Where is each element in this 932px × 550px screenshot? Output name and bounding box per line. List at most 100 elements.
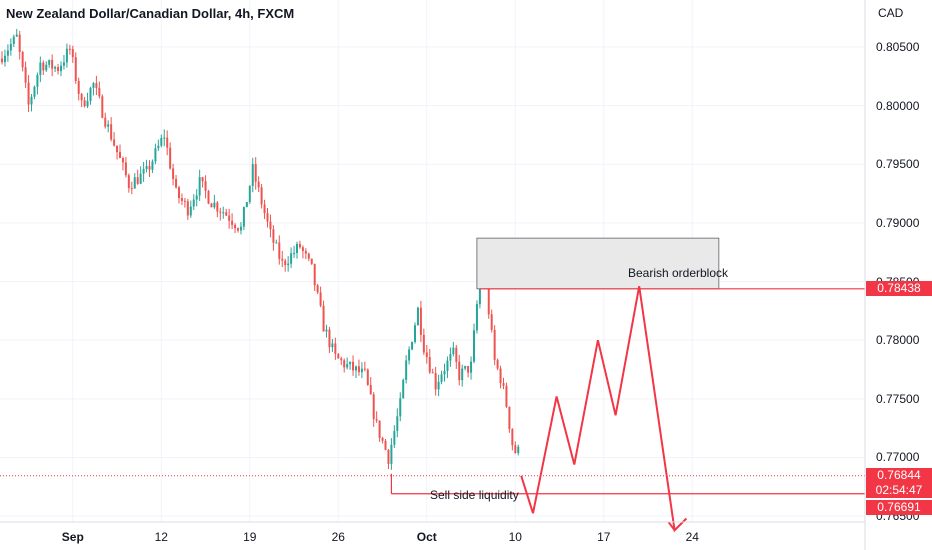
candle xyxy=(399,392,402,422)
candle xyxy=(33,85,36,100)
candle xyxy=(316,283,319,295)
candle xyxy=(290,247,293,269)
candle xyxy=(458,354,461,386)
candle xyxy=(363,361,366,372)
candle xyxy=(307,252,310,262)
candle xyxy=(293,245,296,258)
candle xyxy=(381,436,384,444)
candle xyxy=(36,72,39,95)
candle xyxy=(51,54,54,77)
time-tick-label: 24 xyxy=(685,530,699,544)
candle xyxy=(251,157,254,193)
candle xyxy=(213,194,216,209)
candle xyxy=(119,144,121,159)
candle xyxy=(154,143,157,165)
candle xyxy=(192,194,195,211)
price-tick-label: 0.79500 xyxy=(876,157,920,172)
price-tick-label: 0.77000 xyxy=(876,450,920,465)
candle xyxy=(151,159,154,174)
price-tick-label: 0.79000 xyxy=(876,215,920,230)
candle xyxy=(405,355,408,384)
candle xyxy=(216,200,219,218)
candle xyxy=(3,49,6,67)
candle xyxy=(352,355,355,376)
candle xyxy=(296,241,298,259)
price-tick-label: 0.80000 xyxy=(876,98,920,113)
candle xyxy=(378,420,381,442)
time-tick-label: Oct xyxy=(416,530,437,544)
candle xyxy=(172,163,175,186)
projected-path[interactable] xyxy=(520,286,688,533)
candle xyxy=(372,392,375,427)
candle xyxy=(237,227,239,233)
candle xyxy=(328,326,331,354)
candle xyxy=(428,348,431,374)
candle xyxy=(369,377,372,395)
candle xyxy=(30,94,33,112)
candle xyxy=(517,444,520,456)
candle xyxy=(136,169,139,185)
candle xyxy=(375,411,378,423)
candle xyxy=(322,300,325,332)
candle xyxy=(257,176,260,193)
candle xyxy=(402,378,405,399)
candle xyxy=(92,82,95,96)
candle xyxy=(9,38,12,56)
candle xyxy=(110,117,113,142)
candle xyxy=(425,345,428,364)
candle xyxy=(104,112,107,129)
candle xyxy=(284,258,287,272)
candle xyxy=(343,358,346,373)
time-tick-label: Sep xyxy=(61,530,84,544)
candle xyxy=(21,50,24,72)
candle xyxy=(384,438,387,451)
candle xyxy=(71,45,74,63)
time-tick-label: 10 xyxy=(508,530,522,544)
last-price-value: 0.76844 xyxy=(877,467,921,482)
orderblock-price-tag: 0.78438 xyxy=(866,281,932,297)
candle xyxy=(219,207,222,221)
candle xyxy=(461,364,464,387)
candle xyxy=(6,44,9,62)
candle xyxy=(467,365,470,378)
candle xyxy=(254,157,257,190)
candle xyxy=(180,193,183,206)
candle xyxy=(225,208,228,217)
candle xyxy=(195,189,198,207)
time-tick-label: 12 xyxy=(154,530,168,544)
candle xyxy=(89,86,92,105)
candle xyxy=(98,81,101,99)
candle xyxy=(148,160,151,177)
candle xyxy=(86,92,89,109)
candle xyxy=(325,324,328,338)
candle xyxy=(475,300,478,334)
liquidity-price-tag: 0.76691 xyxy=(866,499,932,515)
candle xyxy=(163,129,166,147)
candle xyxy=(514,441,517,454)
candle xyxy=(27,75,30,112)
candle xyxy=(304,248,307,260)
candle xyxy=(393,425,396,448)
candle xyxy=(201,176,204,188)
bearish-orderblock-box[interactable] xyxy=(476,237,720,290)
candle xyxy=(157,139,160,151)
candle xyxy=(116,145,119,160)
candle xyxy=(60,61,62,77)
candle xyxy=(414,322,416,344)
candle xyxy=(505,382,508,408)
candle xyxy=(169,142,172,170)
candle xyxy=(113,132,116,147)
candle xyxy=(396,408,399,438)
candle xyxy=(496,358,499,371)
candle xyxy=(275,239,278,244)
projected-path-arrowhead xyxy=(667,521,676,531)
candle xyxy=(245,201,248,208)
candle xyxy=(443,363,446,382)
candle xyxy=(107,120,110,133)
candle xyxy=(48,59,51,68)
candle xyxy=(355,365,357,378)
candle xyxy=(508,406,511,433)
candle xyxy=(210,202,213,208)
candle xyxy=(39,56,42,83)
